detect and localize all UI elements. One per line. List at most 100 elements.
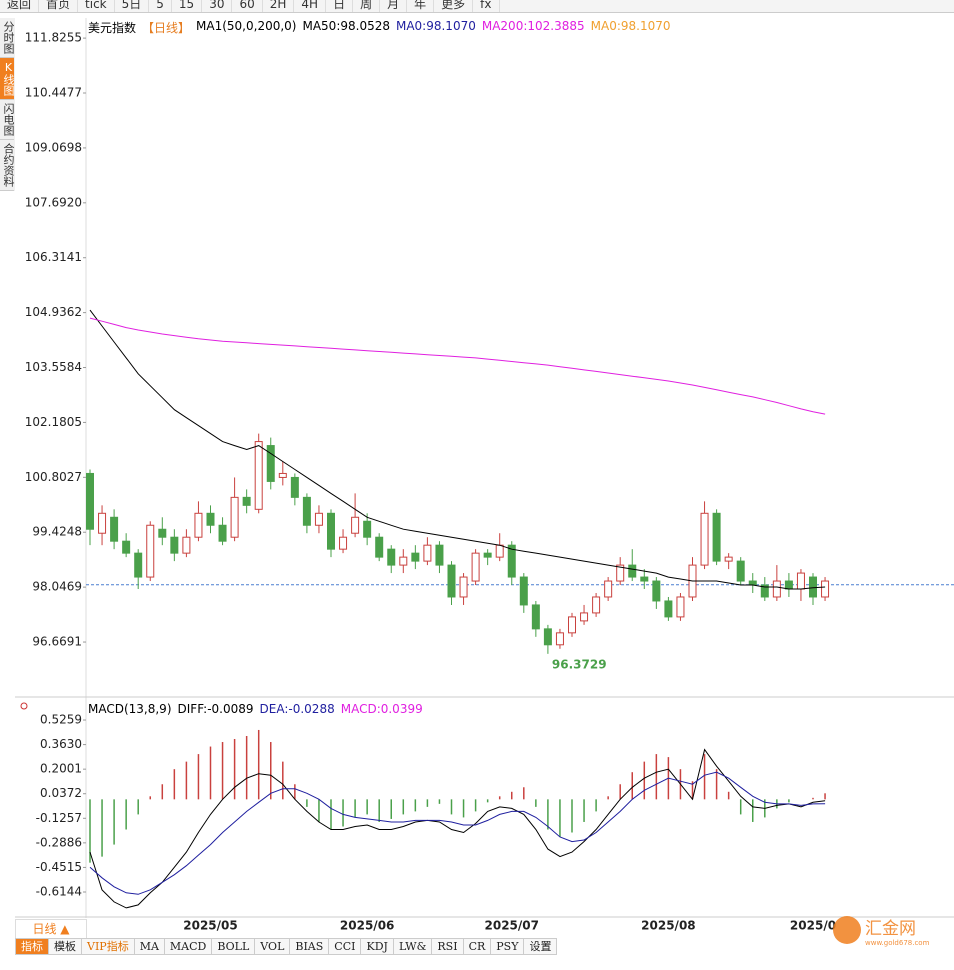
indicator-tab[interactable]: LW& [393,938,433,955]
candle-body [809,576,817,598]
indicator-tab[interactable]: KDJ [361,938,394,955]
candle-body [375,536,384,558]
y-tick-label: 110.4477 [25,86,82,100]
candle-body [435,544,444,566]
watermark-icon [833,916,861,944]
side-tab[interactable]: 分时图 [0,18,15,58]
toolbar-button[interactable]: 更多 [434,0,474,12]
candle-body [182,536,191,554]
legend-entry: MACD:0.0399 [340,702,423,716]
candle-body [194,512,203,538]
candle-body [110,516,119,542]
candle-body [266,445,275,482]
indicator-tab[interactable]: MA [134,938,165,955]
ma-line [89,317,826,415]
macd-line [89,771,826,895]
legend-entry: DEA:-0.0288 [259,702,335,716]
period-button[interactable]: 日线 ▲ [15,919,87,939]
indicator-tab[interactable]: MACD [164,938,213,955]
candle-body [230,496,239,538]
price-legend: 美元指数 【日线】 MA1(50,0,200,0) MA50:98.0528 MA0:9… [88,19,671,36]
candle-body [339,536,348,550]
legend-entry: MA200:102.3885 [481,19,585,33]
legend-entry: MA0:98.1070 [590,19,671,33]
candle-body [676,596,685,618]
candle-body [640,576,649,582]
toolbar-button[interactable]: 15 [172,0,203,12]
indicator-tab[interactable]: RSI [432,938,464,955]
candle-body [447,564,456,598]
y-tick-label: 109.0698 [25,140,82,154]
candle-body [314,512,323,526]
y-tick-label: 0.2001 [40,762,82,776]
candle-body [495,544,504,558]
candle-body [555,632,564,646]
y-tick-label: 99.4248 [32,525,82,539]
y-tick-label: -0.4515 [36,860,82,874]
y-tick-label: 111.8255 [25,31,82,45]
toolbar-button[interactable]: 4H [294,0,327,12]
indicator-tab[interactable]: CCI [329,938,362,955]
y-tick-label: -0.1257 [36,811,82,825]
macd-line [89,748,826,909]
y-tick-label: 107.6920 [25,195,82,209]
indicator-tab[interactable]: VOL [255,938,291,955]
x-tick-label: 2025/05 [183,919,237,933]
watermark-url: www.gold678.com [865,938,930,947]
indicator-tab[interactable]: BOLL [212,938,256,955]
candle-body [459,576,468,598]
candle-body [351,516,360,534]
toolbar-button[interactable]: 月 [380,0,408,12]
sidebar: 分时图 K线图 闪电图 合约资料 [0,18,15,191]
x-tick-label: 2025/06 [340,919,394,933]
candle-body [387,548,396,566]
candle-body [278,472,287,478]
indicator-tab[interactable]: 设置 [524,938,558,955]
toolbar-button[interactable]: 30 [202,0,233,12]
indicator-label: MA1(50,0,200,0) [196,19,297,33]
indicator-tab[interactable]: 模板 [49,938,82,955]
legend-entry: MA0:98.1070 [395,19,476,33]
toolbar-button[interactable]: 2H [263,0,295,12]
toolbar-button[interactable]: 60 [232,0,263,12]
candle-body [736,560,745,582]
y-tick-label: 102.1805 [25,415,82,429]
candle-body [242,496,251,506]
candle-body [423,544,432,562]
candle-body [290,476,299,498]
candle-body [748,580,757,586]
side-tab[interactable]: 合约资料 [0,140,15,191]
toolbar-button[interactable]: 日 [326,0,354,12]
macd-legend: MACD(13,8,9) DIFF:-0.0089 DEA:-0.0288 MACD:… [88,702,423,716]
candle-body [170,536,179,554]
indicator-tabs: 指标 模板 VIP指标 MA MACD BOLL VOL BIAS CCI KDJ LW& RSI CR… [15,938,558,955]
indicator-tab[interactable]: PSY [491,938,525,955]
y-tick-label: 98.0469 [32,580,82,594]
y-tick-label: -0.6144 [36,884,82,898]
candle-body [796,572,805,590]
toolbar-button[interactable]: 年 [407,0,435,12]
toolbar-button[interactable]: tick [78,0,115,12]
chart-title: 美元指数 [88,21,137,35]
candle-body [580,612,589,622]
toolbar-button[interactable]: 首页 [39,0,79,12]
indicator-tab[interactable]: CR [463,938,492,955]
candle-body [760,584,769,598]
candle-body [254,441,263,510]
toolbar-button[interactable]: 5日 [115,0,150,12]
toolbar-button[interactable]: 周 [353,0,381,12]
indicator-tab[interactable]: VIP指标 [82,938,135,955]
y-tick-label: 106.3141 [25,250,82,264]
toolbar-button[interactable]: fx [473,0,500,12]
indicator-tab[interactable]: BIAS [290,938,330,955]
side-tab[interactable]: 闪电图 [0,100,15,140]
candle-body [604,580,613,598]
candle-body [543,628,552,646]
candle-body [411,552,420,562]
toolbar-button[interactable]: 5 [149,0,172,12]
side-tab[interactable]: K线图 [0,58,15,100]
indicator-tab[interactable]: 指标 [15,938,49,955]
candle-body [158,528,167,538]
toolbar-button[interactable]: 返回 [0,0,40,12]
